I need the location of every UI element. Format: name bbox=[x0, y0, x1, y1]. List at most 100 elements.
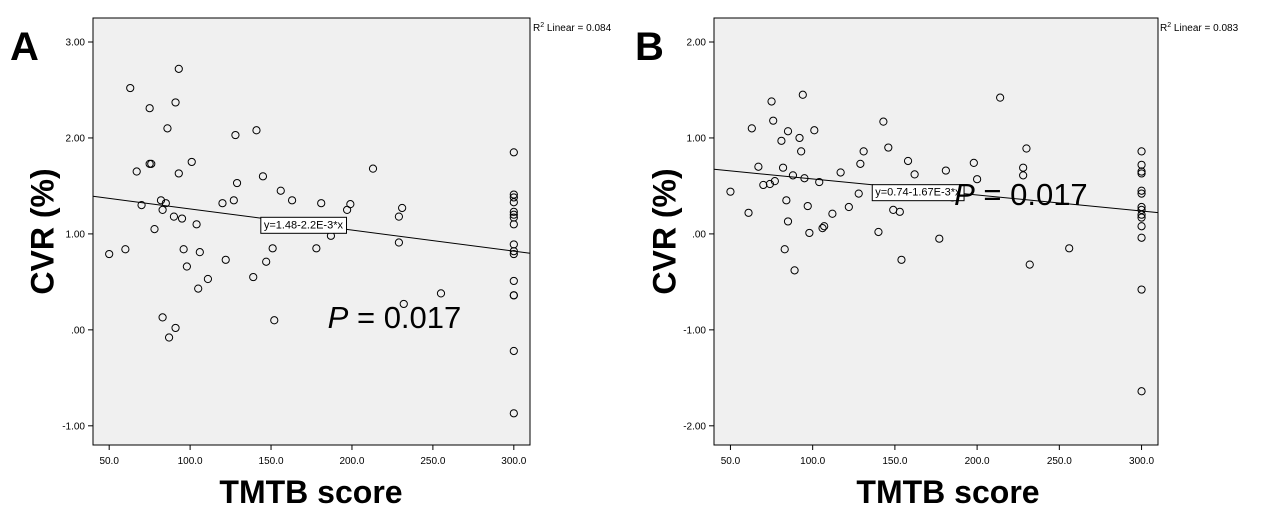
data-point bbox=[803, 201, 812, 211]
data-point bbox=[145, 104, 154, 113]
data-point bbox=[177, 214, 187, 223]
data-point bbox=[182, 262, 191, 271]
data-point bbox=[884, 143, 893, 152]
data-point bbox=[203, 274, 213, 284]
data-point bbox=[854, 189, 863, 198]
data-point bbox=[270, 316, 279, 325]
data-point bbox=[194, 284, 203, 293]
data-point bbox=[935, 234, 944, 243]
r-squared-label: R2 Linear = 0.083 bbox=[1160, 22, 1239, 34]
data-point bbox=[1022, 144, 1031, 153]
data-point bbox=[798, 90, 807, 99]
fit-equation-box bbox=[260, 216, 347, 234]
data-point bbox=[897, 255, 906, 264]
data-point bbox=[276, 186, 285, 195]
data-point bbox=[158, 205, 167, 215]
data-point bbox=[1137, 213, 1146, 222]
data-point bbox=[910, 170, 919, 179]
data-point bbox=[1137, 189, 1146, 198]
data-point bbox=[509, 220, 518, 229]
data-point bbox=[800, 174, 809, 183]
x-tick-label: 50.0 bbox=[99, 456, 119, 467]
data-point bbox=[394, 212, 403, 221]
x-tick-label: 250.0 bbox=[420, 456, 445, 467]
x-tick-label: 300.0 bbox=[1129, 456, 1154, 467]
p-symbol: P bbox=[328, 300, 349, 335]
data-point bbox=[856, 159, 865, 168]
x-axis-title: TMTB score bbox=[219, 474, 402, 510]
data-point bbox=[105, 249, 114, 259]
data-point bbox=[221, 255, 230, 264]
data-point bbox=[509, 291, 518, 300]
data-point bbox=[1137, 387, 1146, 396]
data-point bbox=[969, 158, 978, 167]
data-point bbox=[788, 171, 798, 180]
fit-equation: y=1.48-2.2E-3*x bbox=[264, 219, 344, 231]
data-point bbox=[509, 207, 518, 216]
data-point bbox=[769, 116, 778, 125]
panel-label: A bbox=[10, 25, 39, 69]
data-point bbox=[509, 409, 518, 418]
x-tick-label: 200.0 bbox=[965, 456, 990, 467]
data-point bbox=[1137, 210, 1146, 219]
data-point bbox=[398, 203, 407, 213]
data-point bbox=[169, 212, 179, 221]
panel-b: B 2.00 1.00 .00 -1.00 -2.00 50.0 100.0 150.0 200.… bbox=[635, 17, 1239, 510]
p-value-annotation: P = 0.017 bbox=[328, 300, 462, 335]
data-point bbox=[1137, 186, 1146, 195]
data-point bbox=[268, 244, 277, 253]
panel-label: B bbox=[635, 25, 664, 69]
data-point bbox=[1019, 171, 1028, 180]
data-point bbox=[156, 196, 166, 205]
y-tick-label: -2.00 bbox=[683, 421, 706, 432]
x-tick-label: 150.0 bbox=[882, 456, 907, 467]
data-point bbox=[171, 98, 180, 107]
data-point bbox=[818, 224, 827, 233]
data-point bbox=[795, 133, 804, 143]
data-point bbox=[844, 202, 853, 212]
data-point bbox=[171, 323, 180, 333]
data-point bbox=[229, 196, 238, 205]
data-point bbox=[780, 245, 789, 254]
data-point bbox=[346, 200, 355, 209]
data-point bbox=[783, 127, 793, 136]
data-point bbox=[747, 124, 756, 133]
data-point bbox=[941, 166, 950, 175]
data-point bbox=[121, 245, 130, 254]
fit-equation: y=0.74-1.67E-3*x bbox=[875, 187, 961, 199]
data-point bbox=[765, 179, 775, 189]
r2-value: Linear = 0.084 bbox=[544, 23, 611, 34]
data-point bbox=[828, 209, 837, 218]
data-point bbox=[258, 172, 268, 181]
fit-equation-box bbox=[871, 184, 965, 202]
r2-superscript: 2 bbox=[1167, 22, 1171, 29]
data-point bbox=[973, 175, 982, 184]
data-point bbox=[231, 130, 240, 140]
data-point bbox=[399, 299, 408, 309]
data-point bbox=[394, 238, 403, 247]
p-value: = 0.017 bbox=[348, 300, 461, 335]
x-axis-title: TMTB score bbox=[856, 474, 1039, 510]
y-tick-label: 1.00 bbox=[66, 229, 86, 240]
panel-a: A 3.00 2.00 1.00 .00 -1.00 50.0 100.0 150.0 200.0… bbox=[10, 17, 612, 510]
x-tick-label: 200.0 bbox=[339, 456, 364, 467]
data-point bbox=[164, 333, 174, 342]
r2-superscript: 2 bbox=[540, 22, 544, 29]
data-point bbox=[879, 117, 888, 126]
data-point bbox=[770, 177, 779, 186]
y-tick-label: 1.00 bbox=[687, 133, 707, 144]
data-point bbox=[509, 249, 518, 259]
data-point bbox=[820, 222, 829, 231]
data-point bbox=[368, 164, 378, 173]
r-squared-label: R2 Linear = 0.084 bbox=[533, 22, 612, 34]
r2-r: R bbox=[533, 23, 540, 34]
data-point bbox=[778, 163, 788, 172]
data-point bbox=[744, 208, 753, 217]
data-point bbox=[287, 196, 297, 205]
data-point bbox=[895, 207, 904, 216]
data-point bbox=[132, 167, 141, 176]
data-point bbox=[509, 148, 518, 157]
data-point bbox=[137, 201, 146, 210]
data-point bbox=[797, 147, 806, 156]
